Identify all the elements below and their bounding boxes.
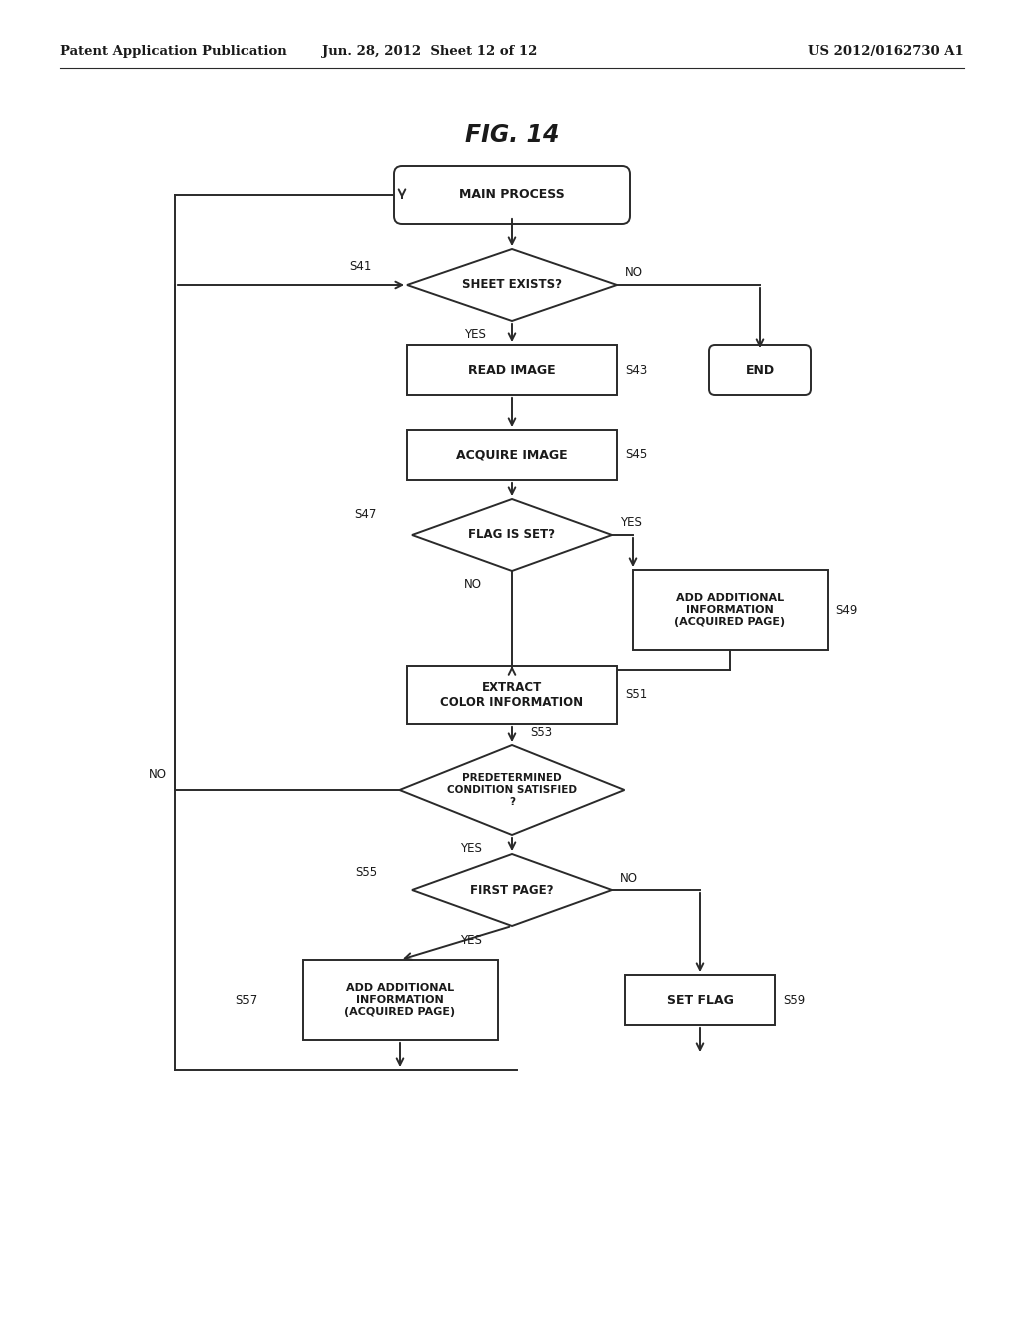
Polygon shape bbox=[399, 744, 625, 836]
Text: NO: NO bbox=[625, 267, 643, 280]
Text: ADD ADDITIONAL
INFORMATION
(ACQUIRED PAGE): ADD ADDITIONAL INFORMATION (ACQUIRED PAG… bbox=[344, 983, 456, 1016]
Text: FIG. 14: FIG. 14 bbox=[465, 123, 559, 147]
Text: YES: YES bbox=[620, 516, 642, 529]
Bar bbox=[407, 430, 617, 480]
Text: S41: S41 bbox=[349, 260, 372, 273]
Text: EXTRACT
COLOR INFORMATION: EXTRACT COLOR INFORMATION bbox=[440, 681, 584, 709]
Text: YES: YES bbox=[464, 329, 485, 342]
Text: PREDETERMINED
CONDITION SATISFIED
?: PREDETERMINED CONDITION SATISFIED ? bbox=[447, 774, 577, 807]
Text: NO: NO bbox=[620, 871, 638, 884]
Text: ACQUIRE IMAGE: ACQUIRE IMAGE bbox=[456, 449, 568, 462]
Text: MAIN PROCESS: MAIN PROCESS bbox=[459, 189, 565, 202]
Text: FIRST PAGE?: FIRST PAGE? bbox=[470, 883, 554, 896]
FancyBboxPatch shape bbox=[394, 166, 630, 224]
Bar bbox=[302, 960, 498, 1040]
Text: YES: YES bbox=[460, 842, 482, 855]
Text: US 2012/0162730 A1: US 2012/0162730 A1 bbox=[808, 45, 964, 58]
Text: S51: S51 bbox=[625, 689, 647, 701]
Text: FLAG IS SET?: FLAG IS SET? bbox=[469, 528, 555, 541]
Text: S47: S47 bbox=[354, 508, 377, 521]
Text: Patent Application Publication: Patent Application Publication bbox=[60, 45, 287, 58]
Bar bbox=[407, 345, 617, 395]
Polygon shape bbox=[407, 249, 617, 321]
Text: ADD ADDITIONAL
INFORMATION
(ACQUIRED PAGE): ADD ADDITIONAL INFORMATION (ACQUIRED PAG… bbox=[675, 594, 785, 627]
Bar bbox=[407, 667, 617, 723]
FancyBboxPatch shape bbox=[709, 345, 811, 395]
Text: Jun. 28, 2012  Sheet 12 of 12: Jun. 28, 2012 Sheet 12 of 12 bbox=[323, 45, 538, 58]
Text: S59: S59 bbox=[783, 994, 805, 1006]
Text: S57: S57 bbox=[236, 994, 258, 1006]
Text: SHEET EXISTS?: SHEET EXISTS? bbox=[462, 279, 562, 292]
Text: SET FLAG: SET FLAG bbox=[667, 994, 733, 1006]
Bar bbox=[625, 975, 775, 1026]
Polygon shape bbox=[412, 499, 612, 572]
Text: S55: S55 bbox=[355, 866, 377, 879]
Text: READ IMAGE: READ IMAGE bbox=[468, 363, 556, 376]
Text: NO: NO bbox=[150, 767, 167, 780]
Text: S49: S49 bbox=[835, 603, 857, 616]
Text: YES: YES bbox=[460, 933, 482, 946]
Polygon shape bbox=[412, 854, 612, 927]
Text: S45: S45 bbox=[625, 449, 647, 462]
Text: NO: NO bbox=[464, 578, 482, 591]
Text: END: END bbox=[745, 363, 774, 376]
Text: S43: S43 bbox=[625, 363, 647, 376]
Text: S53: S53 bbox=[530, 726, 552, 739]
Bar bbox=[633, 570, 827, 649]
